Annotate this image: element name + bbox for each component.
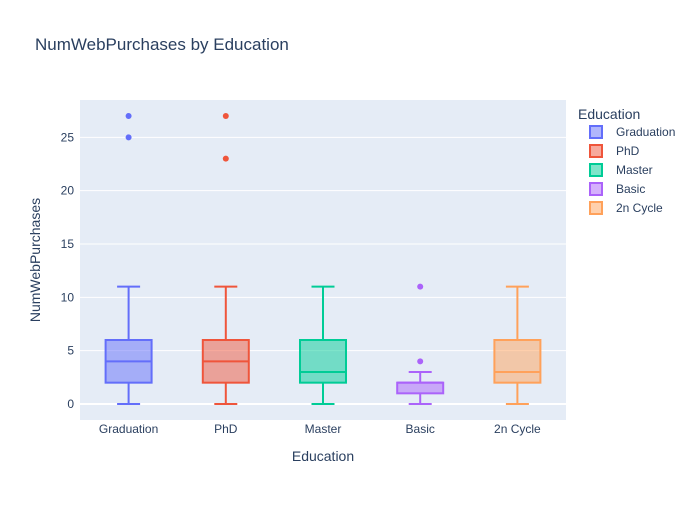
x-tick-labels: Graduation PhD Master Basic 2n Cycle xyxy=(99,422,541,436)
y-tick-label: 15 xyxy=(61,237,75,251)
x-tick-label: PhD xyxy=(214,422,238,436)
legend-title: Education xyxy=(578,106,640,122)
legend-label: PhD xyxy=(616,144,640,158)
legend-swatch xyxy=(589,182,603,196)
outlier-point xyxy=(417,358,424,365)
legend-label: Graduation xyxy=(616,125,675,139)
box-basic xyxy=(396,283,445,405)
y-axis-title: NumWebPurchases xyxy=(27,198,43,322)
y-tick-labels: 0 5 10 15 20 25 xyxy=(61,130,75,411)
box-layer xyxy=(104,113,542,405)
legend-swatch xyxy=(589,125,603,139)
legend-swatch xyxy=(589,201,603,215)
legend-swatch xyxy=(589,144,603,158)
legend: Education Graduation PhD Master Basic 2n Cyc… xyxy=(578,106,675,215)
iqr-box xyxy=(299,339,347,384)
legend-item[interactable]: Basic xyxy=(589,182,645,196)
legend-item[interactable]: Master xyxy=(589,163,653,177)
box-master xyxy=(299,285,347,405)
outlier-point xyxy=(222,155,229,162)
iqr-box xyxy=(493,339,542,384)
x-tick-label: Basic xyxy=(406,422,435,436)
legend-swatch xyxy=(589,163,603,177)
x-tick-label: Graduation xyxy=(99,422,158,436)
outlier-point xyxy=(125,134,132,141)
box-2n-cycle xyxy=(493,285,542,405)
y-tick-label: 20 xyxy=(61,184,75,198)
chart-title: NumWebPurchases by Education xyxy=(35,35,289,54)
x-axis-title: Education xyxy=(292,448,354,464)
legend-item[interactable]: PhD xyxy=(589,144,640,158)
outlier-point xyxy=(222,113,229,119)
iqr-box xyxy=(396,381,445,395)
x-tick-label: 2n Cycle xyxy=(494,422,541,436)
y-tick-label: 10 xyxy=(61,290,75,304)
x-tick-label: Master xyxy=(305,422,342,436)
y-tick-label: 5 xyxy=(67,344,74,358)
outlier-point xyxy=(125,113,132,119)
box-graduation xyxy=(104,113,153,405)
legend-label: 2n Cycle xyxy=(616,201,663,215)
legend-items: Graduation PhD Master Basic 2n Cycle xyxy=(589,125,675,215)
legend-label: Master xyxy=(616,163,653,177)
box-phd xyxy=(201,113,250,405)
legend-label: Basic xyxy=(616,182,645,196)
y-tick-label: 0 xyxy=(67,397,74,411)
legend-item[interactable]: 2n Cycle xyxy=(589,201,663,215)
legend-item[interactable]: Graduation xyxy=(589,125,675,139)
y-tick-label: 25 xyxy=(61,130,75,144)
outlier-point xyxy=(417,283,424,290)
